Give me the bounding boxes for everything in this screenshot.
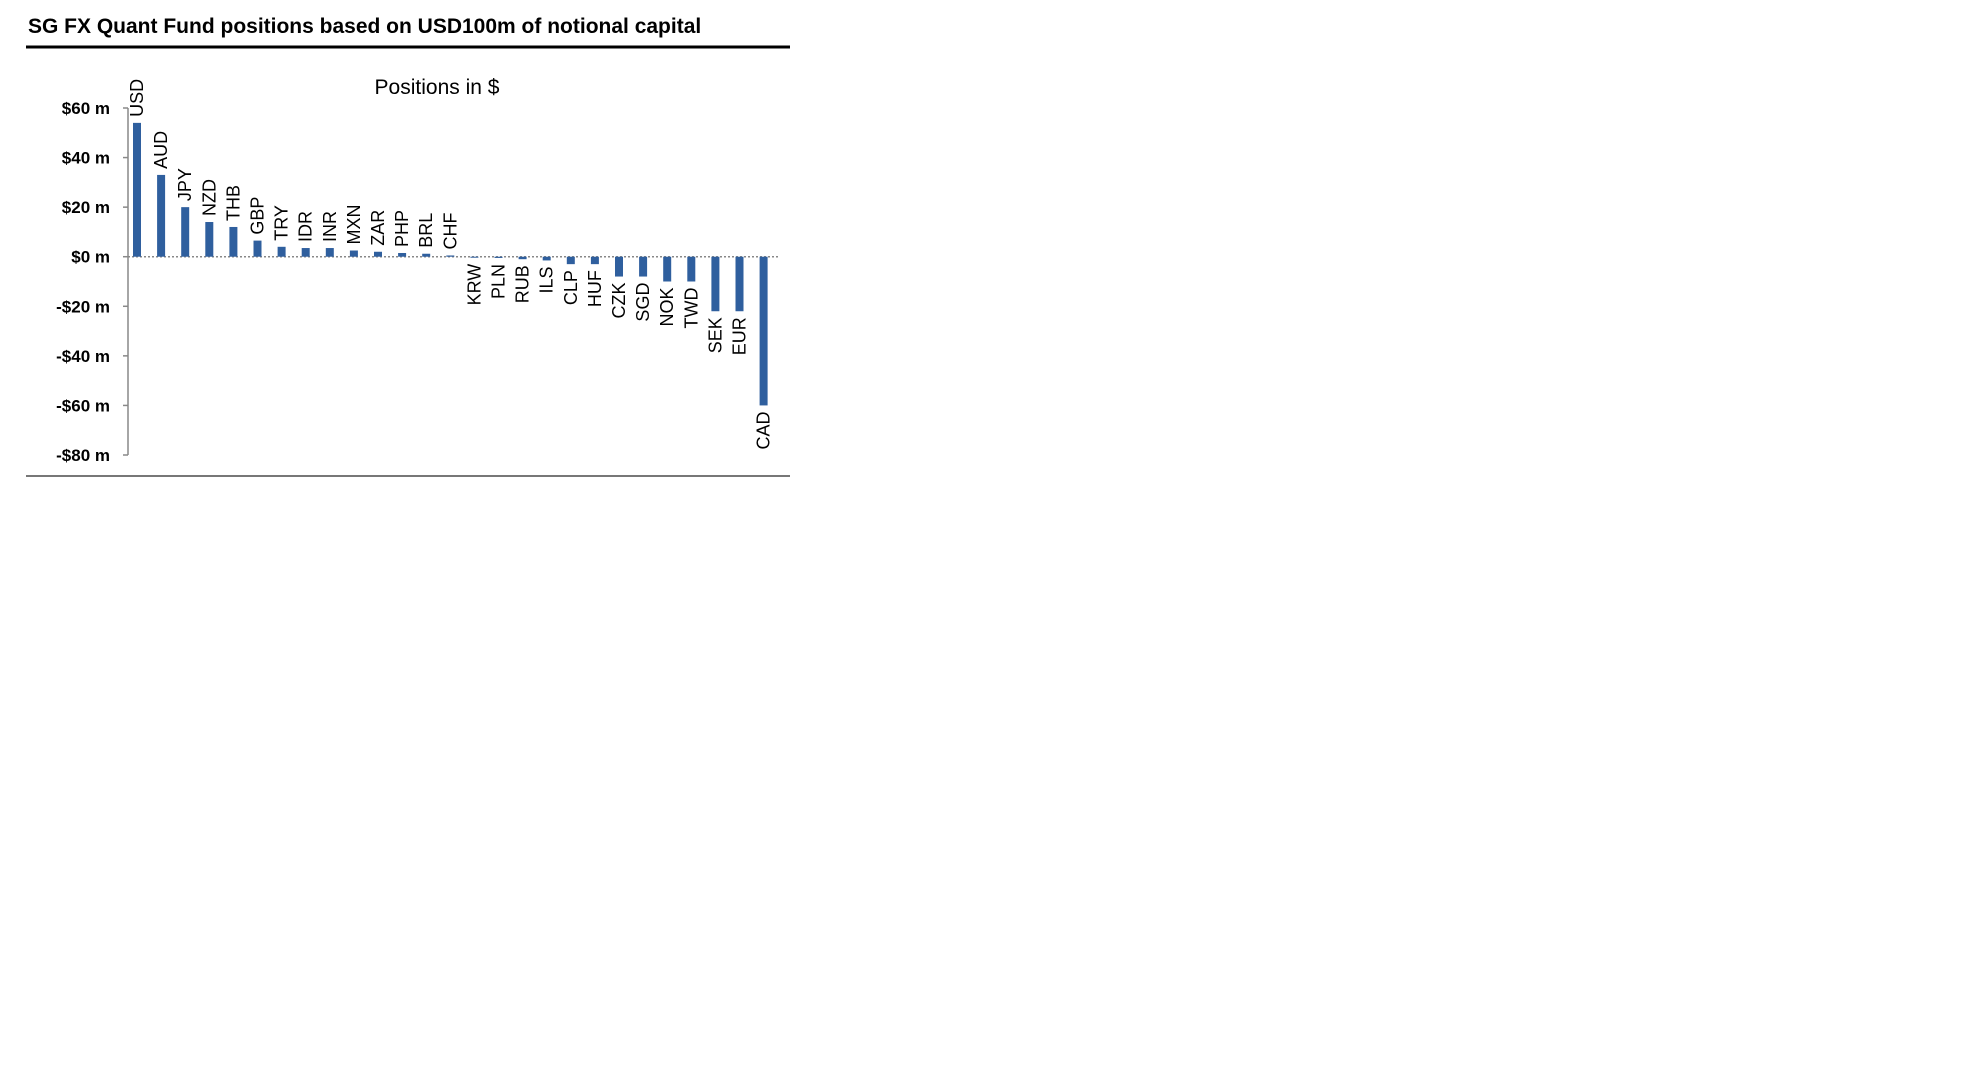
bar-thb — [229, 226, 238, 257]
bar-rub — [518, 256, 527, 260]
bar-inr — [325, 248, 334, 257]
y-tick-label: $20 m — [62, 198, 110, 217]
bar-pln — [494, 256, 503, 258]
bar-label-inr: INR — [320, 211, 340, 242]
bar-twd — [687, 256, 696, 282]
y-tick-label: $0 m — [71, 248, 110, 267]
bar-label-czk: CZK — [609, 283, 629, 319]
bar-label-mxn: MXN — [344, 205, 364, 245]
bar-label-usd: USD — [127, 79, 147, 117]
bar-label-gbp: GBP — [248, 197, 268, 235]
bar-label-pln: PLN — [489, 264, 509, 299]
bar-chf — [446, 255, 455, 257]
bar-cad — [759, 256, 768, 406]
bar-czk — [615, 256, 623, 277]
chart-title: Positions in $ — [375, 76, 500, 99]
bar-label-thb: THB — [223, 185, 243, 221]
figure-title: SG FX Quant Fund positions based on USD1… — [28, 15, 701, 38]
bar-label-php: PHP — [392, 210, 412, 247]
bar-try — [277, 246, 286, 257]
bar-label-idr: IDR — [296, 211, 316, 242]
y-tick-label: -$40 m — [56, 347, 110, 366]
y-axis: $60 m $40 m $20 m $0 m -$20 m -$40 m -$60 m -$8… — [56, 99, 780, 465]
bar-krw — [470, 256, 479, 258]
bar-label-eur: EUR — [730, 317, 750, 355]
bar-label-twd: TWD — [681, 288, 701, 329]
bar-idr — [301, 248, 310, 257]
bar-mxn — [349, 250, 358, 257]
bar-brl — [422, 253, 431, 257]
bar-label-chf: CHF — [440, 212, 460, 249]
y-tick-label: -$60 m — [56, 396, 110, 415]
bar-nok — [663, 256, 672, 282]
bar-label-krw: KRW — [464, 264, 484, 306]
bar-label-try: TRY — [272, 205, 292, 241]
bar-jpy — [181, 207, 190, 257]
bar-label-huf: HUF — [585, 270, 605, 307]
bar-label-nzd: NZD — [199, 179, 219, 216]
bar-huf — [590, 256, 599, 265]
bar-aud — [157, 174, 166, 257]
bar-sgd — [639, 256, 648, 277]
y-tick-label: $40 m — [62, 149, 110, 168]
bar-label-aud: AUD — [151, 131, 171, 169]
bar-usd — [133, 122, 141, 257]
bar-clp — [566, 256, 575, 265]
bar-label-sgd: SGD — [633, 283, 653, 322]
bar-label-zar: ZAR — [368, 210, 388, 246]
bar-label-jpy: JPY — [175, 168, 195, 201]
bar-eur — [735, 256, 744, 312]
y-tick-label: $60 m — [62, 99, 110, 118]
bar-nzd — [205, 222, 214, 257]
bar-gbp — [253, 240, 262, 257]
y-tick-label: -$80 m — [56, 446, 110, 465]
bar-label-ils: ILS — [537, 266, 557, 293]
bar-label-rub: RUB — [513, 265, 533, 303]
bar-label-clp: CLP — [561, 270, 581, 305]
bars — [133, 122, 768, 406]
bar-zar — [374, 251, 382, 257]
y-tick-label: -$20 m — [56, 297, 110, 316]
bar-label-brl: BRL — [416, 213, 436, 248]
bar-label-cad: CAD — [754, 411, 774, 449]
bar-ils — [542, 256, 551, 261]
bar-sek — [711, 256, 720, 312]
bar-php — [398, 252, 407, 257]
bar-label-sek: SEK — [705, 317, 725, 353]
bar-label-nok: NOK — [657, 288, 677, 327]
